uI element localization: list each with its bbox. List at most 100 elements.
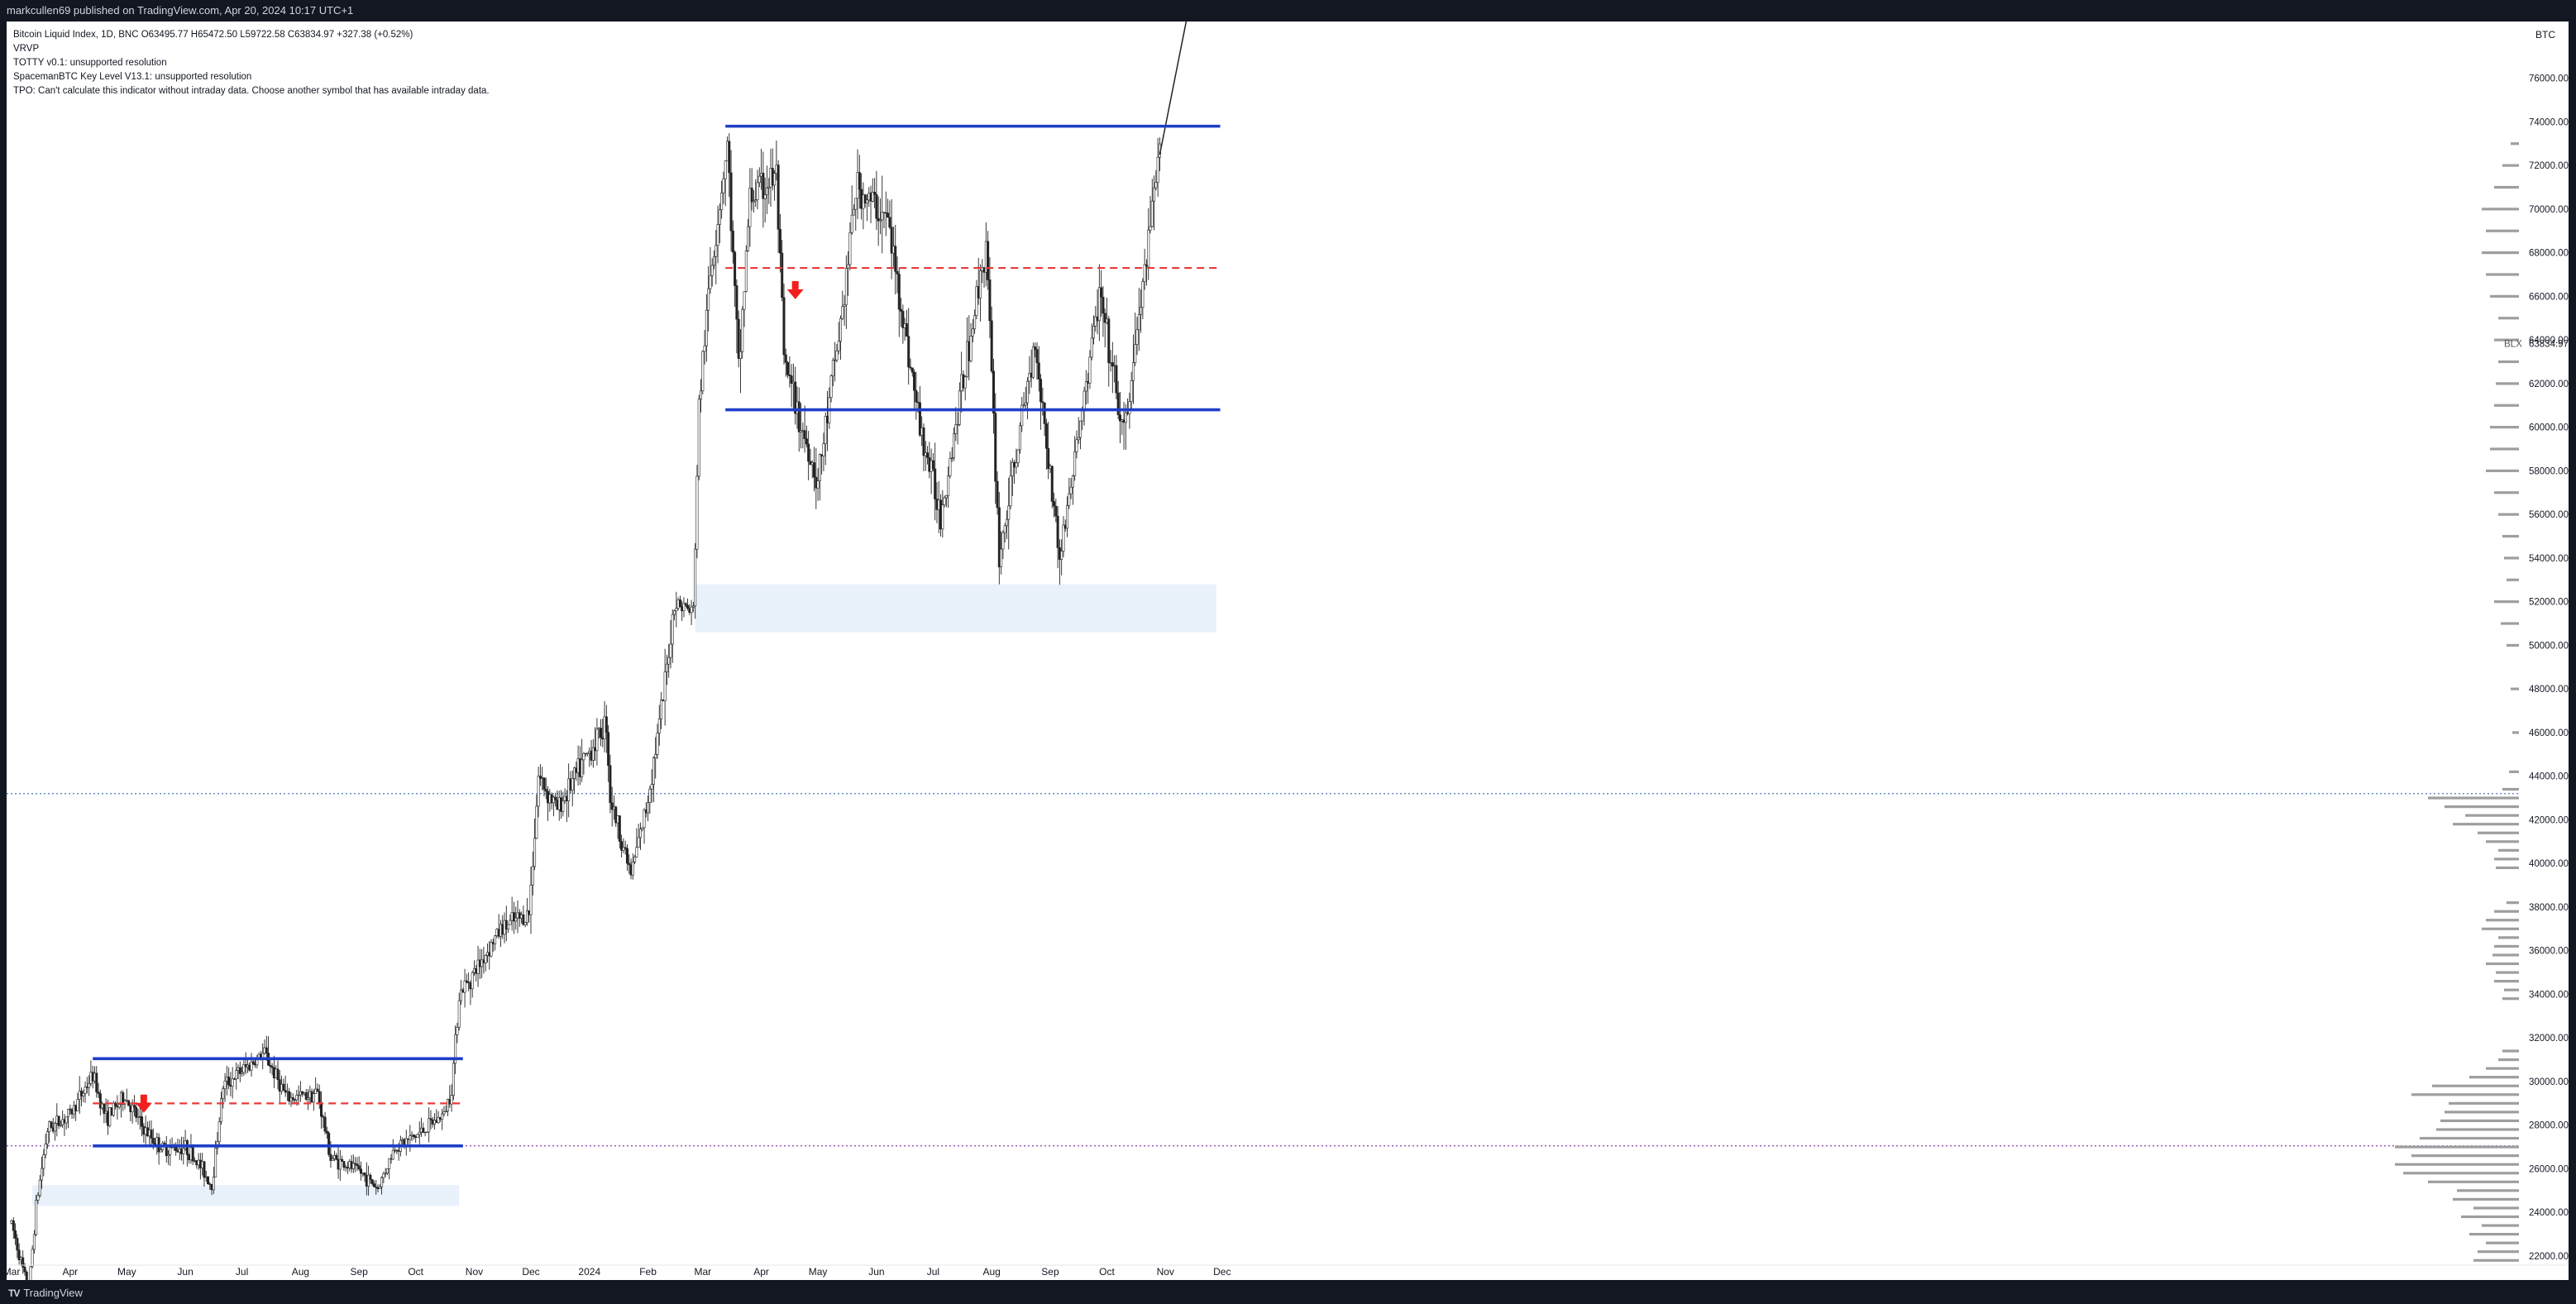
candle-body [841, 306, 844, 319]
candle-body [529, 885, 533, 915]
profile-bar [2511, 142, 2519, 146]
candle-body [84, 1087, 87, 1094]
profile-bar [2411, 1154, 2519, 1158]
published-header: markcullen69 published on TradingView.co… [0, 0, 2576, 21]
candle-body [850, 214, 853, 233]
candle-body [1081, 410, 1084, 422]
candle-body [465, 980, 468, 983]
symbol-line[interactable]: Bitcoin Liquid Index, 1D, BNC O63495.77 … [13, 30, 413, 40]
candle-body [1009, 475, 1012, 507]
profile-bar [2490, 294, 2519, 298]
candle-body [338, 1158, 342, 1170]
time-axis[interactable]: Mar Apr May Jun Jul Aug Sep Oct Nov Dec 2024 Feb Mar… [7, 1264, 2569, 1278]
candle-body [754, 199, 758, 202]
profile-bar [2502, 534, 2519, 538]
candle-body [709, 275, 712, 289]
profile-bar [2469, 1076, 2519, 1079]
price-tick-label: 48000.00 [2529, 685, 2569, 695]
chart-legend: Bitcoin Liquid Index, 1D, BNC O63495.77 … [13, 28, 490, 98]
tradingview-logo[interactable]: TV TradingView [8, 1287, 83, 1299]
candle-body [203, 1161, 206, 1178]
profile-bar [2482, 927, 2519, 930]
profile-bar [2432, 1084, 2519, 1087]
candle-body [391, 1149, 394, 1160]
candle-body [684, 603, 687, 606]
candle-body [191, 1147, 194, 1162]
candle-body [637, 837, 640, 848]
candle-body [1118, 414, 1121, 422]
candle-body [1090, 337, 1093, 358]
profile-bar [2496, 971, 2519, 974]
range-levels[interactable] [93, 124, 1221, 1148]
candle-body [595, 728, 599, 752]
profile-bar [2473, 1206, 2519, 1210]
candle-body [934, 468, 937, 499]
price-tick-label: 60000.00 [2529, 423, 2569, 433]
price-tick-label: 76000.00 [2529, 74, 2569, 84]
chart-frame[interactable]: BTC 22000.00 24000.00 26000.00 28000.00 30000… [7, 21, 2569, 1280]
candle-body [222, 1088, 225, 1100]
candle-body [1153, 187, 1156, 202]
time-tick-label: Jul [927, 1266, 939, 1278]
indicator-spaceman[interactable]: SpacemanBTC Key Level V13.1: unsupported… [13, 72, 252, 82]
candle-body [135, 1106, 138, 1118]
candle-body [900, 308, 903, 312]
candle-body [354, 1163, 357, 1165]
candle-body [1031, 346, 1035, 378]
candle-body [444, 1111, 447, 1112]
price-tick-label: 42000.00 [2529, 815, 2569, 825]
candle-body [834, 359, 837, 361]
candle-body [1092, 326, 1096, 339]
profile-bar [2395, 1163, 2519, 1166]
candle-body [1056, 515, 1059, 548]
candle-body [1116, 392, 1120, 416]
candle-body [949, 458, 952, 476]
indicator-vrvp[interactable]: VRVP [13, 44, 40, 54]
profile-bar [2461, 1215, 2519, 1219]
price-chart[interactable]: BTC 22000.00 24000.00 26000.00 28000.00 30000… [7, 21, 2569, 1280]
candle-body [888, 217, 891, 228]
candle-body [463, 980, 466, 993]
candle-body [701, 351, 705, 392]
candle-body [1062, 524, 1065, 552]
candle-body [909, 366, 912, 369]
time-tick-label: Apr [753, 1266, 769, 1278]
price-tick-label: 72000.00 [2529, 161, 2569, 171]
candle-body [322, 1115, 325, 1118]
candle-body [341, 1158, 344, 1162]
candle-body [652, 757, 655, 785]
candle-body [67, 1108, 70, 1118]
candle-body [452, 1063, 455, 1096]
indicator-totty[interactable]: TOTTY v0.1: unsupported resolution [13, 58, 167, 68]
candle-body [847, 264, 850, 269]
candle-body [441, 1113, 444, 1120]
candle-body [907, 336, 910, 368]
indicator-tpo[interactable]: TPO: Can't calculate this indicator with… [13, 86, 490, 96]
candle-body [223, 1080, 227, 1089]
price-tick-label: 30000.00 [2529, 1077, 2569, 1087]
profile-bar [2507, 578, 2519, 581]
profile-bar [2498, 317, 2519, 320]
profile-bar [2453, 1197, 2519, 1201]
candle-body [990, 320, 993, 372]
candle-body [926, 452, 930, 458]
profile-bar [2465, 814, 2519, 817]
candle-body [931, 460, 934, 470]
candle-body [185, 1140, 189, 1155]
candle-body [599, 728, 602, 738]
candle-body [641, 827, 644, 830]
candle-body [544, 789, 547, 792]
candle-body [703, 345, 706, 352]
time-tick-label: Aug [983, 1266, 1001, 1278]
time-tick-label: May [809, 1266, 828, 1278]
footer-bar: TV TradingView [0, 1280, 2576, 1304]
profile-bar [2494, 338, 2519, 342]
candle-body [1111, 362, 1114, 367]
candle-body [1100, 287, 1103, 298]
price-axis[interactable]: BTC 22000.00 24000.00 26000.00 28000.00 30000… [2504, 29, 2569, 1262]
candle-body [690, 606, 693, 613]
candle-body [169, 1147, 172, 1155]
candle-body [1156, 156, 1159, 183]
profile-bar [2509, 770, 2519, 773]
profile-bar [2498, 848, 2519, 852]
